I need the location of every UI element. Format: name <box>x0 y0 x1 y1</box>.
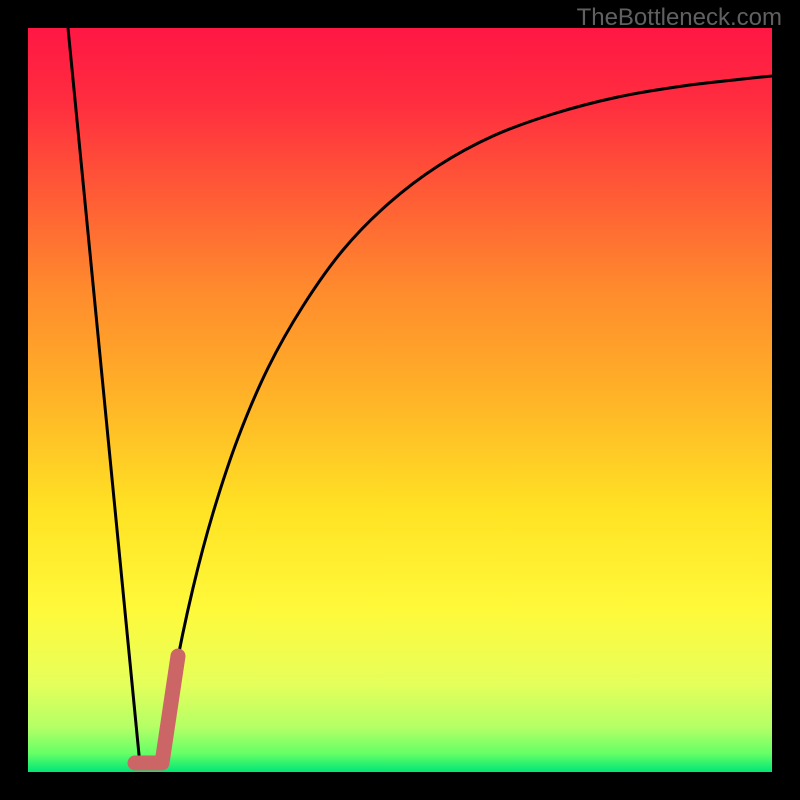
plot-area <box>28 28 772 772</box>
marker-j-shape <box>135 656 178 763</box>
curves-layer <box>28 28 772 772</box>
chart-frame: TheBottleneck.com <box>0 0 800 800</box>
